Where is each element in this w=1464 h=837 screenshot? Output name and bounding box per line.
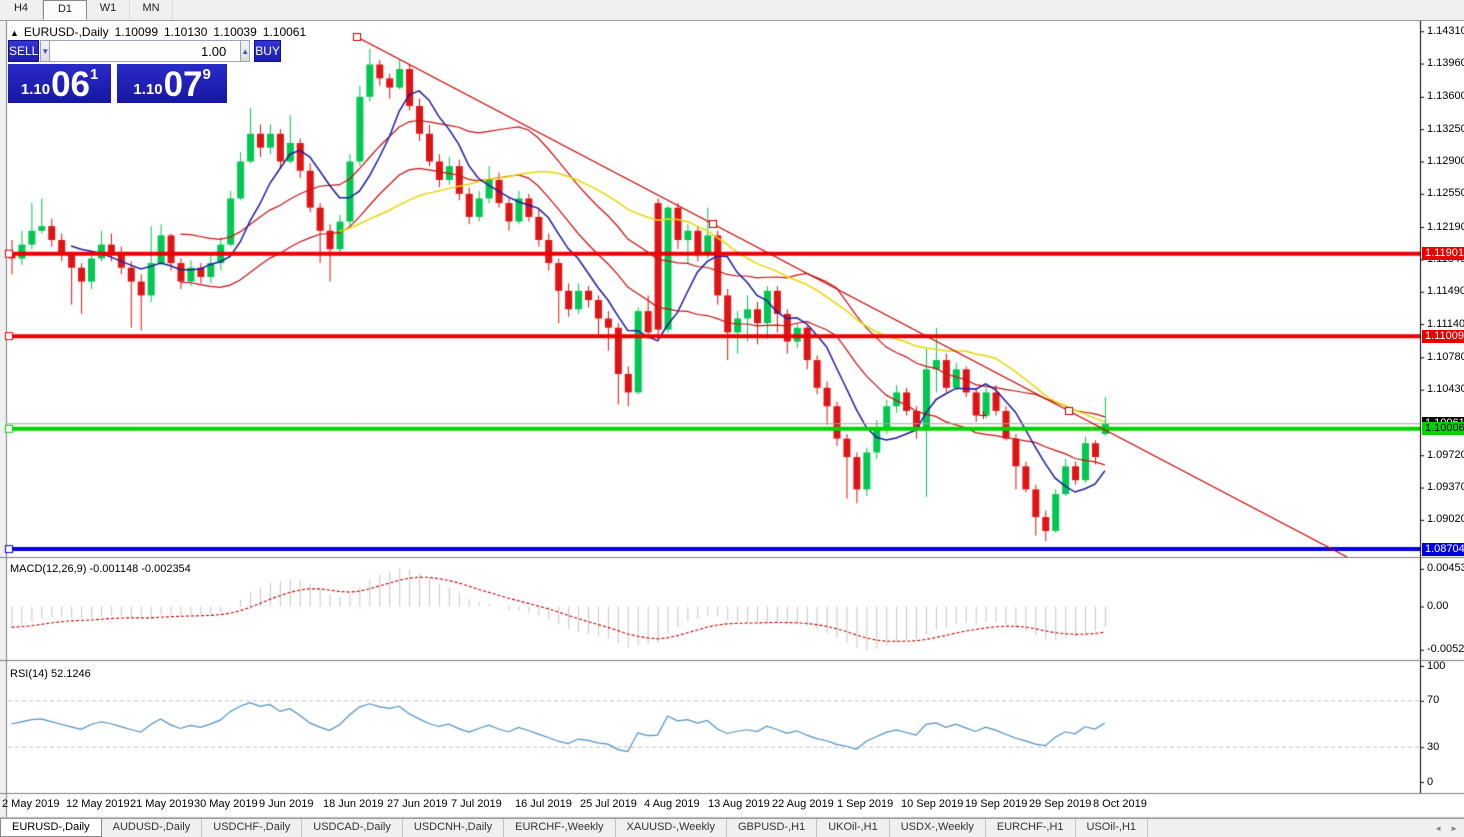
price-level-label: 1.08704 xyxy=(1422,542,1464,556)
buy-price-prefix: 1.10 xyxy=(133,81,163,98)
date-tick-label: 13 Aug 2019 xyxy=(708,798,770,810)
symbol-tab-eurchf-weekly[interactable]: EURCHF-,Weekly xyxy=(504,819,616,837)
axis-tick-label: 1.11140 xyxy=(1427,317,1464,330)
symbol-tab-usoil-h1[interactable]: USOil-,H1 xyxy=(1076,819,1149,837)
axis-tick-label: 0.004536 xyxy=(1427,562,1464,575)
price-level-label: 1.11009 xyxy=(1422,329,1464,343)
date-tick-label: 12 May 2019 xyxy=(66,798,130,810)
date-tick-label: 27 Jun 2019 xyxy=(387,798,448,810)
timeframe-button-mn[interactable]: MN xyxy=(130,0,173,20)
axis-tick-label: 0.00 xyxy=(1427,600,1449,612)
sell-price-panel[interactable]: 1.10 06 1 xyxy=(8,64,112,105)
timeframe-toolbar: H4 D1 W1 MN xyxy=(0,0,1464,21)
axis-tick-label: 1.12550 xyxy=(1427,187,1464,200)
timeframe-button-h4[interactable]: H4 xyxy=(0,0,43,20)
date-tick-label: 21 May 2019 xyxy=(130,798,194,810)
price-level-label: 1.11901 xyxy=(1422,247,1464,261)
axis-tick-label: 0 xyxy=(1427,775,1434,788)
date-tick-label: 18 Jun 2019 xyxy=(323,798,384,810)
one-click-trading-widget: SELL ▼ ▲ BUY 1.10 06 1 1.10 07 9 xyxy=(8,40,281,105)
symbol-tab-eurchf-h1[interactable]: EURCHF-,H1 xyxy=(986,819,1076,837)
symbol-tab-usdcad-daily[interactable]: USDCAD-,Daily xyxy=(302,819,403,837)
axis-tick-label: 1.09020 xyxy=(1427,513,1464,526)
symbol-tab-eurusd-daily[interactable]: EURUSD-,Daily xyxy=(0,819,102,837)
axis-tick-label: 1.10780 xyxy=(1427,350,1464,363)
axis-tick-label: 1.13960 xyxy=(1427,57,1464,70)
date-tick-label: 25 Jul 2019 xyxy=(580,798,637,810)
sell-price-pip: 1 xyxy=(90,66,99,83)
volume-decrease-button[interactable]: ▼ xyxy=(40,40,51,62)
date-tick-label: 2 May 2019 xyxy=(2,798,60,810)
chart-title: ▲ EURUSD-,Daily 1.10099 1.10130 1.10039 1.100… xyxy=(10,25,312,39)
price-level-label: 1.10006 xyxy=(1422,422,1464,436)
axis-tick-label: 1.12900 xyxy=(1427,154,1464,167)
axis-tick-label: 1.11490 xyxy=(1427,285,1464,298)
buy-price-pip: 9 xyxy=(202,66,211,83)
ohlc-open: 1.10099 xyxy=(114,25,158,39)
axis-tick-label: 70 xyxy=(1427,694,1440,707)
symbol-tab-audusd-daily[interactable]: AUDUSD-,Daily xyxy=(102,819,203,837)
ohlc-close: 1.10061 xyxy=(262,25,307,39)
axis-tick-label: 100 xyxy=(1427,659,1446,672)
date-tick-label: 16 Jul 2019 xyxy=(515,798,572,810)
tab-scroll-nav: ◄ ► xyxy=(1426,819,1464,837)
date-tick-label: 7 Jul 2019 xyxy=(451,798,502,810)
axis-tick-label: 1.13600 xyxy=(1427,90,1464,103)
rsi-header: RSI(14) 52.1246 xyxy=(10,668,91,680)
axis-tick-label: 30 xyxy=(1427,740,1440,753)
axis-tick-label: 1.09720 xyxy=(1427,448,1464,461)
symbol-tab-gbpusd-h1[interactable]: GBPUSD-,H1 xyxy=(727,819,818,837)
symbol-tab-ukoil-h1[interactable]: UKOil-,H1 xyxy=(817,819,890,837)
axis-tick-label: 1.12190 xyxy=(1427,220,1464,233)
date-tick-label: 9 Jun 2019 xyxy=(259,798,314,810)
volume-increase-button[interactable]: ▲ xyxy=(240,40,251,62)
axis-tick-label: 1.09370 xyxy=(1427,481,1464,494)
timeframe-button-w1[interactable]: W1 xyxy=(87,0,130,20)
date-tick-label: 10 Sep 2019 xyxy=(901,798,964,810)
symbol-tab-usdcnh-daily[interactable]: USDCNH-,Daily xyxy=(403,819,505,837)
date-tick-label: 30 May 2019 xyxy=(194,798,258,810)
buy-price-big-digits: 07 xyxy=(163,65,203,105)
timeframe-button-d1[interactable]: D1 xyxy=(43,0,87,20)
chart-symbol-label: EURUSD-,Daily xyxy=(23,25,109,39)
axis-tick-label: 1.13250 xyxy=(1427,122,1464,135)
date-tick-label: 22 Aug 2019 xyxy=(772,798,834,810)
date-tick-label: 4 Aug 2019 xyxy=(644,798,700,810)
date-tick-label: 19 Sep 2019 xyxy=(965,798,1028,810)
date-tick-label: 8 Oct 2019 xyxy=(1093,798,1147,810)
ohlc-low: 1.10039 xyxy=(213,25,257,39)
sell-price-big-digits: 06 xyxy=(51,65,91,105)
date-tick-label: 29 Sep 2019 xyxy=(1029,798,1092,810)
sell-price-prefix: 1.10 xyxy=(20,81,51,98)
symbol-tab-usdchf-daily[interactable]: USDCHF-,Daily xyxy=(202,819,303,837)
volume-input[interactable] xyxy=(50,40,241,62)
buy-button[interactable]: BUY xyxy=(254,40,281,62)
buy-price-panel[interactable]: 1.10 07 9 xyxy=(117,64,227,103)
sell-button[interactable]: SELL xyxy=(8,40,40,62)
tab-scroll-right-icon[interactable]: ► xyxy=(1450,823,1458,833)
symbol-tab-usdx-weekly[interactable]: USDX-,Weekly xyxy=(890,819,986,837)
macd-header: MACD(12,26,9) -0.001148 -0.002354 xyxy=(10,563,191,575)
axis-tick-label: -0.005205 xyxy=(1427,643,1464,656)
date-tick-label: 1 Sep 2019 xyxy=(837,798,894,810)
symbol-tab-bar: EURUSD-,Daily AUDUSD-,Daily USDCHF-,Daily U… xyxy=(0,818,1464,837)
axis-tick-label: 1.10430 xyxy=(1427,383,1464,396)
tab-scroll-left-icon[interactable]: ◄ xyxy=(1434,823,1443,833)
ohlc-high: 1.10130 xyxy=(164,25,208,39)
symbol-tab-xauusd-weekly[interactable]: XAUUSD-,Weekly xyxy=(616,819,727,837)
collapse-triangle-icon[interactable]: ▲ xyxy=(10,28,19,38)
axis-tick-label: 1.14310 xyxy=(1427,24,1464,37)
